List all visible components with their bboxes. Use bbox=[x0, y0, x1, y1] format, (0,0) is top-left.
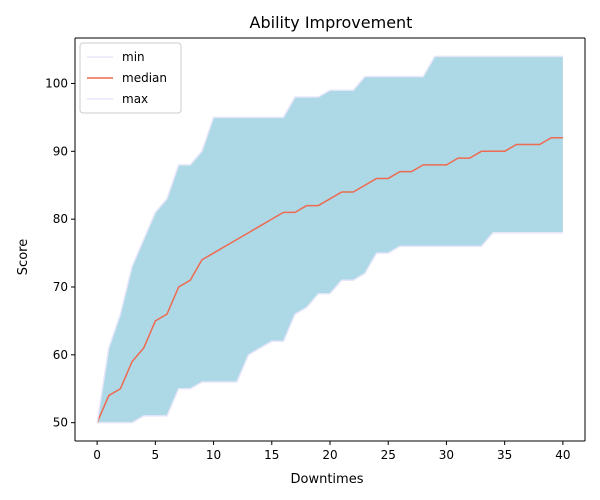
plot-area bbox=[74, 37, 586, 442]
y-axis-label: Score bbox=[16, 239, 31, 275]
x-tick-label: 20 bbox=[322, 448, 337, 462]
x-tick-label: 25 bbox=[381, 448, 396, 462]
series-line-median bbox=[96, 136, 563, 423]
y-axis-ticks: 50 60 70 80 90 100 bbox=[45, 76, 75, 430]
legend-label-min: min bbox=[122, 50, 145, 64]
y-tick-label: 100 bbox=[45, 76, 68, 90]
x-tick-label: 0 bbox=[93, 448, 101, 462]
y-tick-label: 60 bbox=[53, 348, 68, 362]
x-tick-label: 40 bbox=[555, 448, 570, 462]
x-tick-label: 5 bbox=[152, 448, 160, 462]
chart-title: Ability Improvement bbox=[250, 13, 413, 32]
x-axis-label: Downtimes bbox=[291, 472, 364, 487]
series-line-max bbox=[96, 55, 563, 423]
x-tick-label: 10 bbox=[206, 448, 221, 462]
series-line-min bbox=[97, 231, 563, 424]
x-tick-label: 15 bbox=[264, 448, 279, 462]
min-max-band bbox=[97, 56, 563, 423]
x-tick-label: 30 bbox=[439, 448, 454, 462]
y-tick-label: 80 bbox=[53, 212, 68, 226]
legend: min median max bbox=[79, 42, 182, 114]
x-axis-ticks: 0 5 10 15 20 25 30 35 40 bbox=[93, 441, 571, 462]
y-tick-label: 90 bbox=[53, 144, 68, 158]
legend-label-max: max bbox=[122, 92, 148, 106]
legend-box bbox=[79, 42, 182, 114]
legend-label-median: median bbox=[122, 71, 167, 85]
y-tick-label: 70 bbox=[53, 280, 68, 294]
x-tick-label: 35 bbox=[497, 448, 512, 462]
y-tick-label: 50 bbox=[53, 416, 68, 430]
